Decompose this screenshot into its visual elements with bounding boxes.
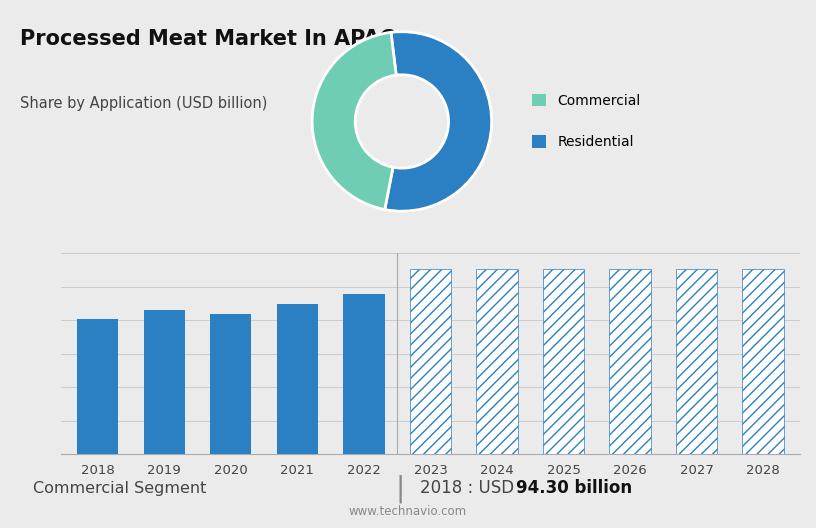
Bar — [676, 269, 717, 454]
Text: www.technavio.com: www.technavio.com — [349, 505, 467, 518]
Bar — [144, 310, 185, 454]
Bar — [344, 294, 384, 454]
Bar — [543, 269, 584, 454]
Legend: Commercial, Residential: Commercial, Residential — [532, 93, 641, 149]
Bar — [743, 269, 783, 454]
Wedge shape — [313, 32, 397, 210]
Bar — [477, 269, 517, 454]
Text: 94.30 billion: 94.30 billion — [516, 479, 632, 497]
Text: |: | — [395, 474, 405, 503]
Text: Share by Application (USD billion): Share by Application (USD billion) — [20, 96, 268, 111]
Text: Processed Meat Market In APAC: Processed Meat Market In APAC — [20, 29, 395, 49]
Bar — [211, 314, 251, 454]
Text: 2018 : USD: 2018 : USD — [420, 479, 520, 497]
Bar — [277, 304, 318, 454]
Bar — [410, 269, 451, 454]
Bar — [610, 269, 650, 454]
Text: Commercial Segment: Commercial Segment — [33, 481, 206, 496]
Bar — [78, 319, 118, 454]
Wedge shape — [385, 32, 492, 211]
